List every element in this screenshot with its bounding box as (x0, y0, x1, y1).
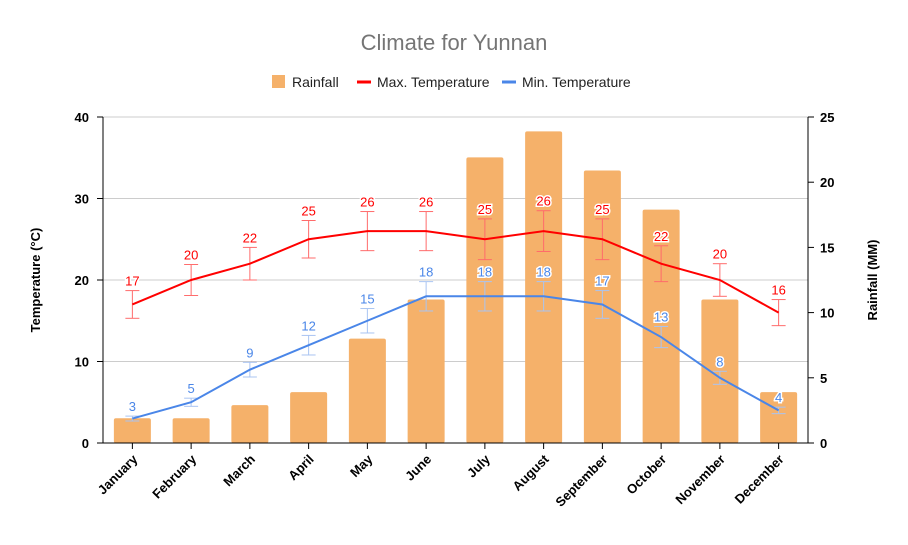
x-tick-label: March (220, 451, 258, 489)
max-data-label: 26 (360, 195, 374, 210)
right-tick-label: 25 (820, 110, 834, 125)
left-tick-label: 20 (75, 273, 89, 288)
min-data-label: 5 (188, 381, 195, 396)
min-data-label: 12 (301, 318, 315, 333)
min-data-label: 18 (419, 265, 433, 280)
left-tick-label: 10 (75, 355, 89, 370)
x-tick-label: October (623, 452, 669, 498)
rainfall-bar (290, 392, 328, 443)
right-tick-label: 0 (820, 436, 827, 451)
x-tick-label: September (552, 452, 610, 510)
rainfall-bar (172, 418, 210, 443)
min-data-label: 15 (360, 292, 374, 307)
min-data-label: 17 (595, 274, 609, 289)
max-data-label: 26 (536, 194, 550, 209)
legend-swatch-rainfall (272, 75, 285, 88)
max-data-label: 25 (478, 202, 492, 217)
left-tick-label: 30 (75, 192, 89, 207)
gridlines (103, 116, 808, 362)
temperature-lines: 17 20 22 25 26 26 25 26 25 22 20 16 3 5 9 12 15 18 18 18 17 1… (124, 192, 787, 422)
left-tick-label: 0 (82, 436, 89, 451)
rainfall-bar (113, 418, 151, 443)
max-data-label: 22 (243, 230, 257, 245)
right-tick-label: 20 (820, 175, 834, 190)
legend-label: Rainfall (292, 74, 339, 90)
max-data-label: 20 (184, 248, 198, 263)
max-data-label: 20 (713, 247, 727, 262)
max-temperature-line (131, 230, 780, 314)
x-tick-label: June (402, 452, 434, 484)
rainfall-bar (348, 338, 386, 443)
legend: Rainfall Max. Temperature Min. Temperature (272, 74, 631, 90)
min-data-label: 13 (654, 309, 668, 324)
x-tick-label: April (285, 452, 317, 484)
max-data-label: 26 (419, 195, 433, 210)
left-axis-title: Temperature (°C) (28, 228, 43, 333)
rainfall-bar (231, 405, 269, 443)
min-data-label: 3 (129, 399, 136, 414)
x-tick-label: February (149, 451, 199, 501)
left-tick-label: 40 (75, 110, 89, 125)
legend-label: Max. Temperature (377, 74, 490, 90)
max-data-label: 16 (771, 283, 785, 298)
min-data-label: 8 (716, 354, 723, 369)
max-data-label: 25 (301, 204, 315, 219)
rainfall-bar (407, 299, 445, 443)
chart-title: Climate for Yunnan (361, 30, 548, 55)
x-tick-label: May (347, 451, 376, 480)
axes: 0 10 20 30 40 0 5 10 15 20 25 Temperature (°C) Rainf… (28, 110, 880, 510)
x-tick-label: July (464, 451, 494, 481)
right-tick-label: 15 (820, 240, 834, 255)
rainfall-bars (113, 131, 798, 444)
x-tick-label: January (95, 451, 141, 497)
min-data-label: 18 (478, 265, 492, 280)
max-data-label: 22 (654, 229, 668, 244)
right-tick-label: 10 (820, 306, 834, 321)
x-tick-label: December (732, 452, 787, 507)
right-tick-label: 5 (820, 371, 827, 386)
legend-label: Min. Temperature (522, 74, 631, 90)
x-tick-label: November (672, 452, 728, 508)
min-data-label: 18 (536, 265, 550, 280)
max-data-label: 17 (125, 274, 139, 289)
x-tick-label: August (509, 451, 552, 494)
max-data-label: 25 (595, 202, 609, 217)
min-data-label: 4 (775, 390, 782, 405)
min-data-label: 9 (246, 345, 253, 360)
min-temperature-line (132, 295, 780, 420)
right-axis-title: Rainfall (MM) (865, 240, 880, 321)
